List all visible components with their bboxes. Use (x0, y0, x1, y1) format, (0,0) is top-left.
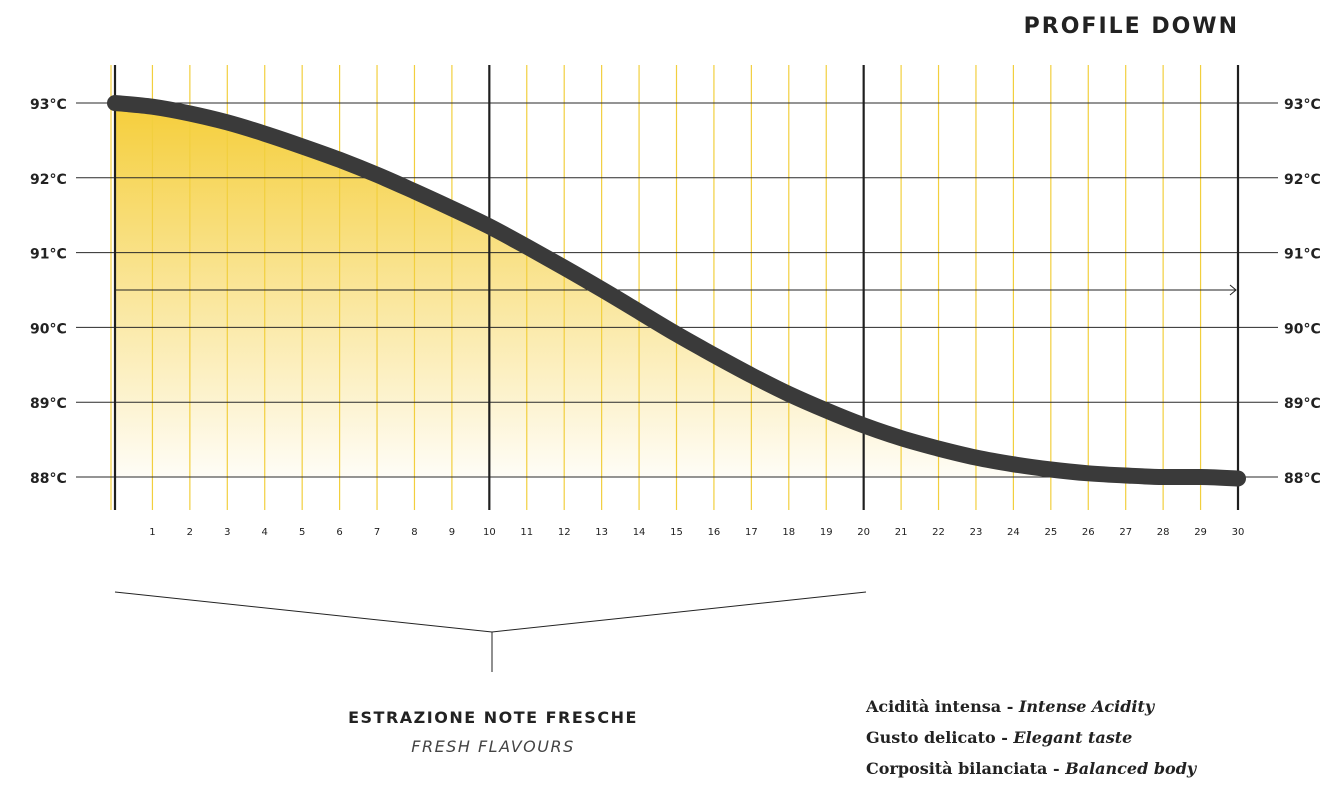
x-tick-label: 5 (299, 527, 305, 538)
note-acidity: Acidità intensa - Intense Acidity (866, 695, 1196, 726)
x-tick-label: 1 (149, 527, 155, 538)
x-tick-label: 12 (558, 527, 571, 538)
x-tick-label: 26 (1082, 527, 1095, 538)
extraction-subcaption: FRESH FLAVOURS (411, 737, 575, 756)
x-tick-label: 18 (782, 527, 795, 538)
x-tick-label: 25 (1044, 527, 1057, 538)
chart-title: PROFILE DOWN (1023, 14, 1239, 39)
y-tick-label: 92°C (30, 172, 67, 188)
note-it-label: Gusto delicato - (866, 728, 1014, 747)
extraction-bracket (114, 591, 867, 633)
x-tick-label: 3 (224, 527, 230, 538)
extraction-caption: ESTRAZIONE NOTE FRESCHE (348, 708, 638, 727)
x-tick-label: 19 (820, 527, 833, 538)
note-en-label: Balanced body (1065, 759, 1197, 778)
x-tick-label: 4 (262, 527, 268, 538)
temperature-curve (107, 95, 1246, 487)
y-tick-label: 91°C (1284, 247, 1321, 263)
x-tick-label: 8 (411, 527, 417, 538)
note-en-label: Intense Acidity (1018, 697, 1155, 716)
area-fill (115, 103, 1238, 479)
note-it-label: Corposità bilanciata - (866, 759, 1066, 778)
y-tick-label: 88°C (30, 471, 67, 487)
y-tick-label: 90°C (30, 321, 67, 337)
x-tick-label: 9 (449, 527, 455, 538)
y-tick-label: 89°C (30, 396, 67, 412)
x-tick-label: 22 (932, 527, 945, 538)
x-tick-label: 30 (1232, 527, 1245, 538)
x-tick-label: 14 (633, 527, 646, 538)
y-tick-label: 92°C (1284, 172, 1321, 188)
y-tick-label: 90°C (1284, 321, 1321, 337)
note-en-label: Elegant taste (1013, 728, 1133, 747)
x-tick-label: 2 (187, 527, 193, 538)
note-body: Corposità bilanciata - Balanced body (866, 757, 1196, 788)
x-tick-label: 10 (483, 527, 496, 538)
x-tick-label: 29 (1194, 527, 1207, 538)
x-tick-label: 24 (1007, 527, 1020, 538)
x-tick-label: 20 (857, 527, 870, 538)
x-tick-label: 6 (336, 527, 342, 538)
x-tick-label: 21 (895, 527, 908, 538)
y-tick-label: 88°C (1284, 471, 1321, 487)
x-tick-label: 17 (745, 527, 758, 538)
tasting-notes: Acidità intensa - Intense Acidity Gusto … (866, 695, 1196, 788)
x-tick-label: 7 (374, 527, 380, 538)
arrow-head (1229, 284, 1237, 296)
x-tick-label: 11 (520, 527, 533, 538)
x-tick-label: 13 (595, 527, 608, 538)
x-tick-label: 23 (970, 527, 983, 538)
y-tick-label: 93°C (1284, 97, 1321, 113)
y-tick-label: 91°C (30, 247, 67, 263)
x-tick-label: 15 (670, 527, 683, 538)
x-tick-label: 16 (708, 527, 721, 538)
x-tick-label: 28 (1157, 527, 1170, 538)
y-tick-label: 89°C (1284, 396, 1321, 412)
note-it-label: Acidità intensa - (866, 697, 1019, 716)
y-tick-label: 93°C (30, 97, 67, 113)
note-taste: Gusto delicato - Elegant taste (866, 726, 1196, 757)
x-tick-label: 27 (1119, 527, 1132, 538)
